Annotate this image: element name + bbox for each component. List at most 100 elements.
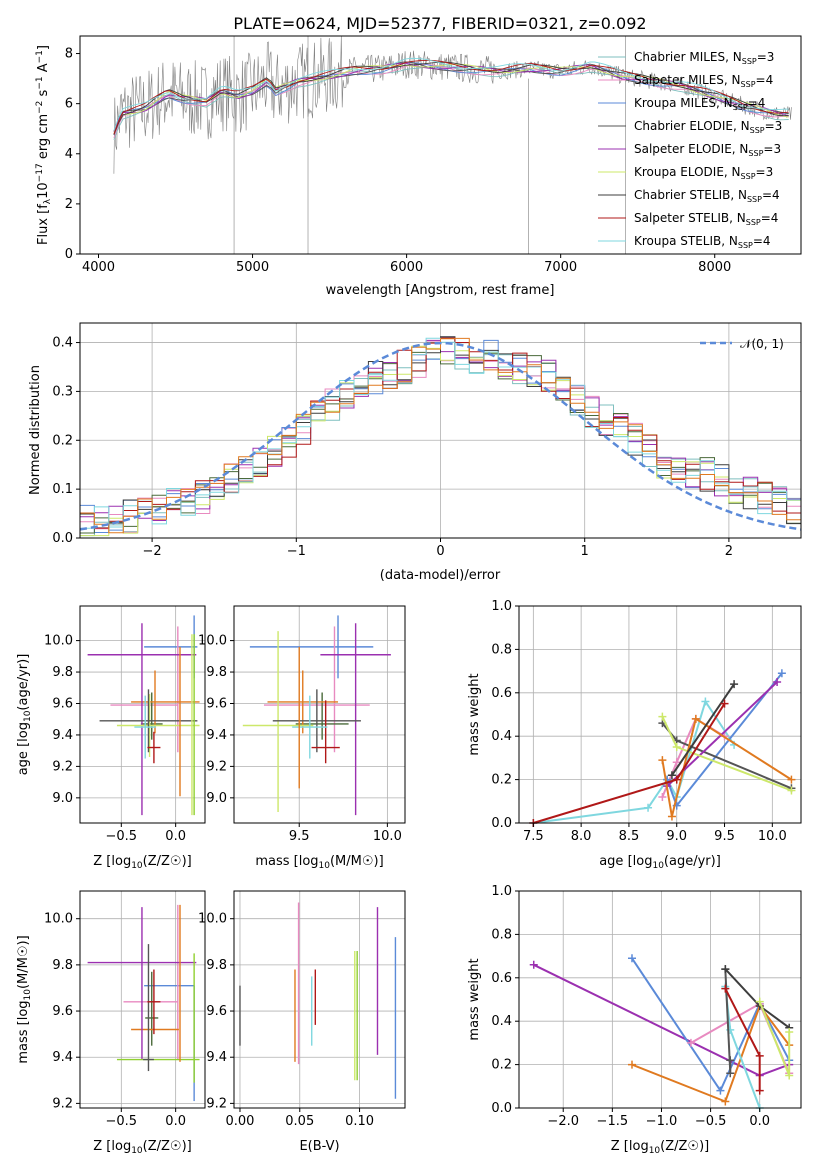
y-tick-label: 0: [65, 247, 73, 262]
y-tick-label: 0.0: [491, 816, 512, 831]
y-tick-label: 9.4: [52, 1050, 73, 1065]
y-tick-label: 9.8: [206, 665, 227, 680]
y-tick-label: 9.0: [206, 791, 227, 806]
figure-title: PLATE=0624, MJD=52377, FIBERID=0321, z=0…: [233, 14, 646, 33]
y-tick-label: 2: [65, 197, 73, 212]
weight-marker: [658, 712, 667, 721]
y-tick-label: 0.2: [52, 433, 73, 448]
x-tick-label: 10.0: [373, 829, 402, 844]
label-part: 10: [23, 989, 33, 1001]
label-part: Chabrier STELIB, N: [634, 188, 747, 202]
y-tick-label: 1.0: [491, 884, 512, 899]
observed-spectrum-line: [113, 35, 792, 174]
label-part: SSP: [738, 241, 753, 250]
legend-label: Chabrier ELODIE, NSSP=3: [634, 119, 782, 135]
label-part: Flux [f: [36, 204, 51, 245]
y-tick-label: 0.4: [52, 336, 73, 351]
x-tick-label: 10.0: [758, 829, 787, 844]
x-tick-label: 8.5: [619, 829, 640, 844]
weight-marker: [672, 775, 681, 784]
x-tick-label: 0.0: [165, 1114, 186, 1129]
y-tick-label: 6: [65, 97, 73, 112]
histogram-plot-area: [79, 323, 802, 538]
label-part: −2: [35, 101, 45, 114]
errorbar-point: [292, 695, 328, 759]
label-part: =3: [756, 165, 774, 179]
y-tick-label: 1.0: [491, 599, 512, 614]
legend-label: Kroupa ELODIE, NSSP=3: [634, 165, 773, 181]
label-part: 10: [649, 1146, 661, 1156]
x-axis-label: Z [log10(Z/Z☉)]: [611, 1139, 709, 1156]
weight-marker: [787, 786, 796, 795]
y-tick-label: 9.0: [52, 791, 73, 806]
label-part: SSP: [741, 172, 756, 181]
age-vs-metallicity-panel: −0.5 0.09.09.29.49.69.810.0Z [log10(Z/Z☉)…: [16, 605, 206, 871]
weight-marker: [667, 771, 676, 780]
label-part: 10: [131, 1146, 143, 1156]
x-tick-label: −0.5: [106, 1114, 138, 1129]
x-tick-label: 0: [436, 544, 444, 559]
label-part: =3: [757, 50, 775, 64]
panel-frame: [518, 605, 802, 824]
weight-marker: [667, 812, 676, 821]
errorbar-point: [311, 700, 340, 764]
label-part: Kroupa STELIB, N: [634, 234, 738, 248]
x-tick-label: 9.5: [714, 829, 735, 844]
spectrum-ticks: 4000 5000 6000 7000 8000 0 2 4 6 8: [65, 47, 732, 275]
panel-frame: [233, 605, 406, 824]
normal-legend-label: 𝒩(0, 1): [740, 337, 784, 351]
x-tick-label: 0.10: [345, 1114, 374, 1129]
mass-vs-metallicity-panel: −0.5 0.09.29.49.69.810.0Z [log10(Z/Z☉)]ma…: [16, 890, 206, 1156]
label-part: 10: [319, 861, 331, 871]
model-series-line: [113, 63, 789, 134]
weight-marker: [691, 714, 700, 723]
histogram-xlabel: (data-model)/error: [380, 568, 501, 583]
label-part: (M/M☉)]: [330, 854, 384, 869]
panel-frame: [233, 890, 406, 1109]
y-tick-label: 10.0: [198, 634, 227, 649]
errorbar-point: [123, 904, 179, 1060]
y-tick-label: 0.1: [52, 482, 73, 497]
spectrum-xlabel: wavelength [Angstrom, rest frame]: [326, 283, 555, 298]
label-part: =4: [761, 211, 779, 225]
y-tick-label: 9.4: [52, 728, 73, 743]
weight-marker: [658, 792, 667, 801]
y-tick-label: 9.8: [52, 958, 73, 973]
x-tick-label: −1.0: [646, 1114, 678, 1129]
errorbar-point: [320, 623, 391, 816]
x-tick-label: −0.5: [106, 829, 138, 844]
label-part: SSP: [748, 149, 763, 158]
x-tick-label: −1: [287, 544, 306, 559]
x-axis-label: Z [log10(Z/Z☉)]: [93, 1139, 191, 1156]
y-tick-label: 9.4: [206, 1050, 227, 1065]
errorbar-point: [242, 631, 314, 812]
label-part: Chabrier MILES, N: [634, 50, 742, 64]
label-part: (Z/Z☉)]: [660, 1139, 709, 1154]
label-part: age [log: [16, 722, 31, 775]
histogram-step-line: [79, 336, 801, 538]
label-part: Z [log: [93, 854, 131, 869]
weight-marker: [785, 1071, 794, 1080]
y-tick-label: 0.4: [491, 729, 512, 744]
errorbar-point: [295, 692, 349, 740]
errorbar-point: [147, 969, 161, 1035]
histogram-ticks: −2 −1 0 1 2 0.0 0.1 0.2 0.3 0.4: [52, 336, 733, 559]
errorbar-point: [147, 731, 161, 764]
label-part: (M/M☉)]: [16, 935, 31, 989]
y-tick-label: 9.2: [206, 1096, 227, 1111]
label-part: (Z/Z☉)]: [143, 1139, 192, 1154]
weight-marker: [658, 756, 667, 765]
spectrum-panel: 4000 5000 6000 7000 8000 0 2 4 6 8 wavelength [An…: [35, 35, 802, 298]
y-tick-label: 0.2: [491, 1058, 512, 1073]
y-tick-label: 9.6: [52, 696, 73, 711]
weight-series-line: [671, 683, 735, 776]
weight-marker: [721, 1097, 730, 1106]
label-part: (age/yr)]: [664, 854, 721, 869]
x-tick-label: 0.0: [749, 1114, 770, 1129]
errorbar-point: [110, 626, 179, 753]
weight-marker: [755, 1086, 764, 1095]
label-part: SSP: [742, 57, 757, 66]
weight-marker: [672, 758, 681, 767]
y-tick-label: 9.2: [52, 1096, 73, 1111]
y-axis-label: age [log10(age/yr)]: [16, 654, 33, 776]
